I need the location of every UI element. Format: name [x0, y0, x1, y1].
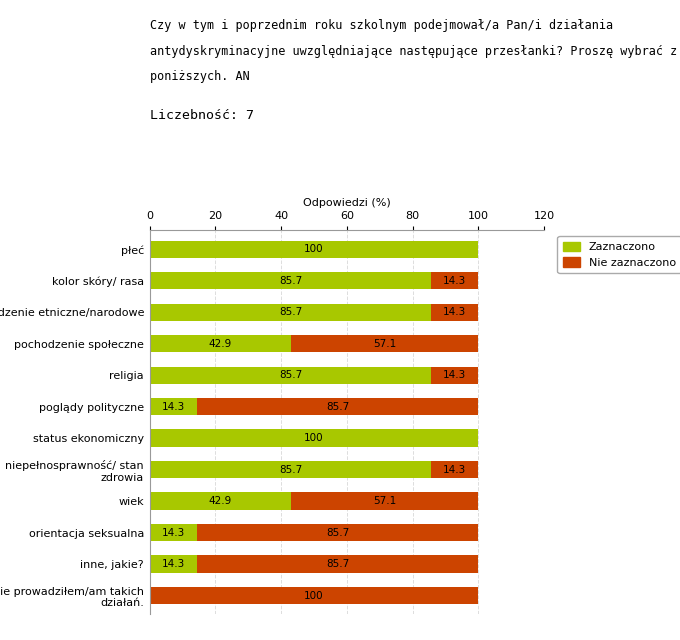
Bar	[431, 461, 478, 478]
Bar	[290, 492, 478, 509]
Bar	[150, 461, 431, 478]
Bar	[431, 303, 478, 321]
Bar	[197, 398, 478, 415]
Bar	[290, 335, 478, 353]
Text: 14.3: 14.3	[443, 370, 466, 380]
Text: 42.9: 42.9	[209, 496, 232, 506]
Text: 100: 100	[304, 591, 324, 600]
Text: poniższych. AN: poniższych. AN	[150, 70, 250, 83]
Legend: Zaznaczono, Nie zaznaczono: Zaznaczono, Nie zaznaczono	[558, 236, 680, 273]
Text: 100: 100	[304, 244, 324, 254]
Text: 85.7: 85.7	[279, 307, 302, 317]
Text: 14.3: 14.3	[161, 559, 185, 569]
Bar	[197, 524, 478, 541]
Bar	[150, 556, 197, 573]
Bar	[150, 272, 431, 289]
Text: 85.7: 85.7	[279, 276, 302, 286]
Bar	[150, 335, 290, 353]
Text: 85.7: 85.7	[326, 559, 349, 569]
Text: 85.7: 85.7	[279, 370, 302, 380]
Text: Liczebność: 7: Liczebność: 7	[150, 109, 254, 122]
Text: 14.3: 14.3	[443, 465, 466, 475]
Text: 85.7: 85.7	[326, 527, 349, 538]
Bar	[150, 587, 478, 604]
Bar	[197, 556, 478, 573]
X-axis label: Odpowiedzi (%): Odpowiedzi (%)	[303, 198, 391, 208]
Bar	[150, 241, 478, 258]
Bar	[150, 367, 431, 384]
Text: 42.9: 42.9	[209, 339, 232, 349]
Bar	[150, 524, 197, 541]
Bar	[150, 398, 197, 415]
Text: 100: 100	[304, 433, 324, 443]
Text: 14.3: 14.3	[443, 276, 466, 286]
Text: 85.7: 85.7	[279, 465, 302, 475]
Text: 57.1: 57.1	[373, 496, 396, 506]
Text: 14.3: 14.3	[443, 307, 466, 317]
Bar	[431, 272, 478, 289]
Bar	[431, 367, 478, 384]
Text: 14.3: 14.3	[161, 527, 185, 538]
Text: Czy w tym i poprzednim roku szkolnym podejmował/a Pan/i działania: Czy w tym i poprzednim roku szkolnym pod…	[150, 19, 613, 32]
Text: 14.3: 14.3	[161, 402, 185, 412]
Bar	[150, 303, 431, 321]
Text: antydyskryminacyjne uwzględniające następujące przesłanki? Proszę wybrać z: antydyskryminacyjne uwzględniające nastę…	[150, 45, 677, 58]
Bar	[150, 429, 478, 447]
Text: 85.7: 85.7	[326, 402, 349, 412]
Bar	[150, 492, 290, 509]
Text: 57.1: 57.1	[373, 339, 396, 349]
